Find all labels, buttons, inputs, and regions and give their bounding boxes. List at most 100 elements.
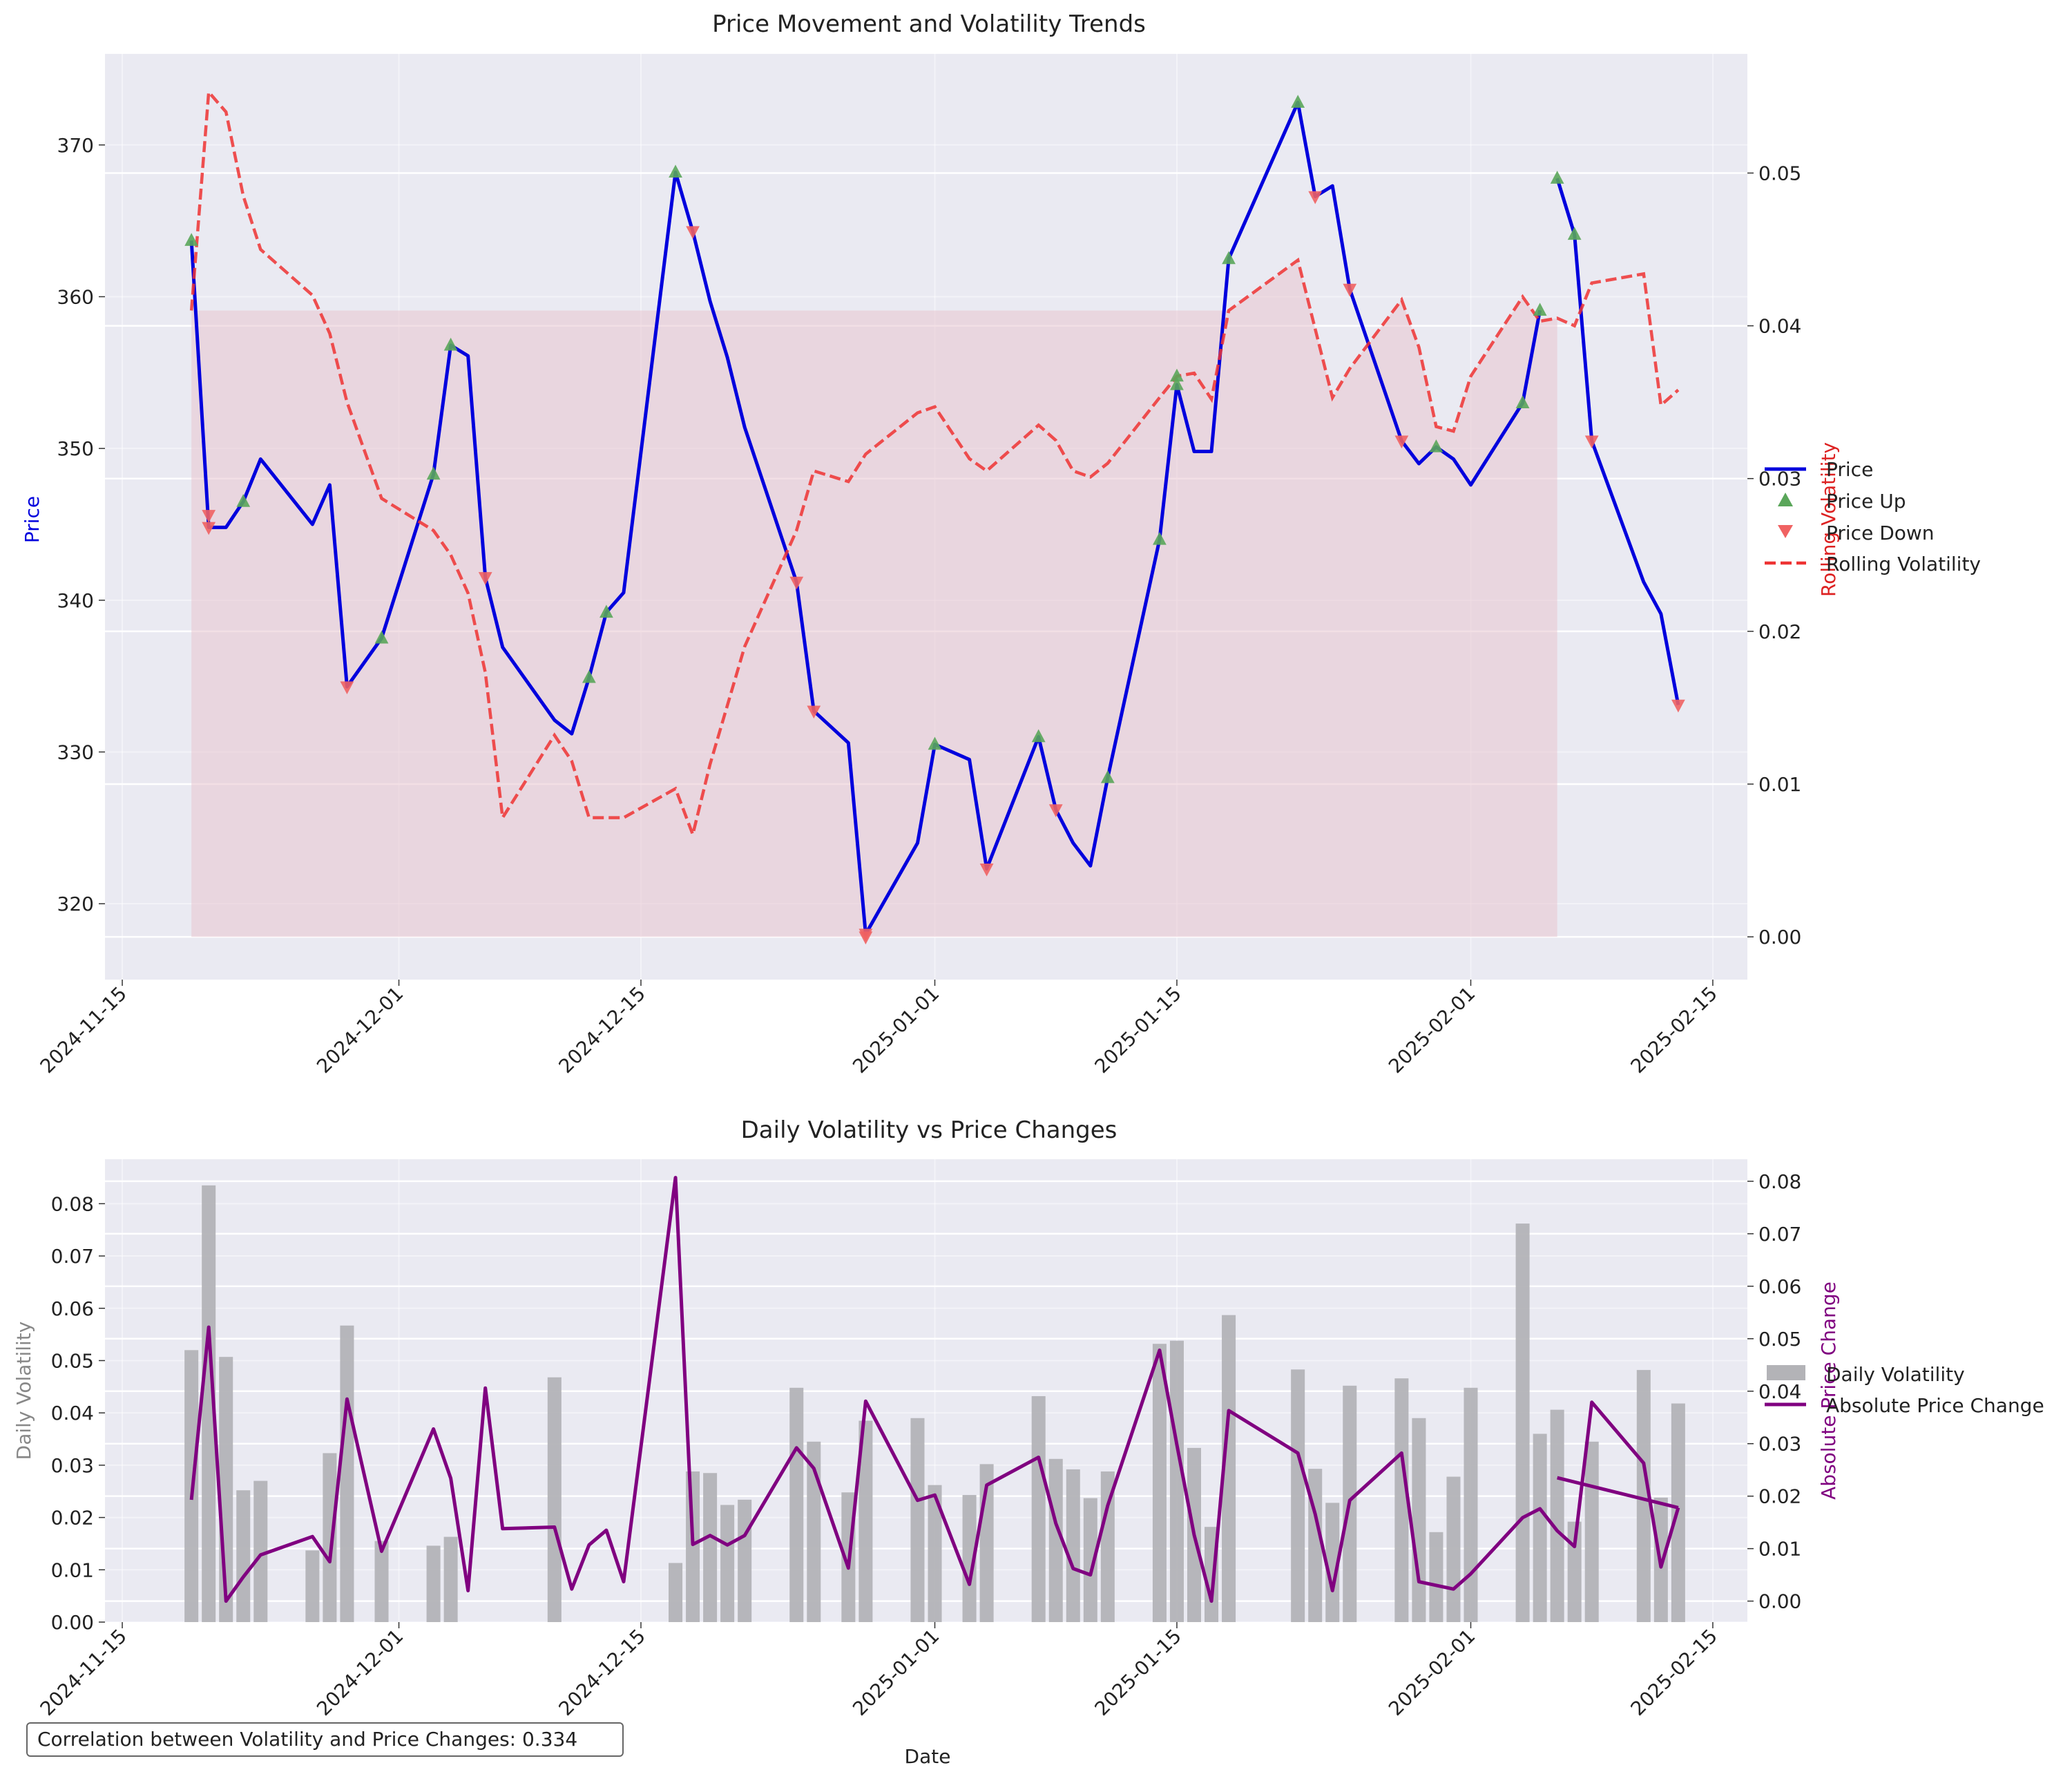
daily-volatility-bar (738, 1499, 752, 1622)
daily-volatility-bar (253, 1480, 268, 1622)
price-x-ticks: 2024-11-15 2024-12-01 2024-12-15 2025-01-01… (36, 980, 1722, 1078)
rolling-down-marker (202, 510, 216, 523)
rolling-down-marker (858, 931, 873, 945)
daily-volatility-bar (443, 1536, 458, 1622)
price-legend: Price Price Up Price Down Rolling Volati… (1765, 458, 1981, 575)
daily-volatility-bar (807, 1441, 821, 1622)
daily-volatility-bar (547, 1377, 562, 1622)
abs-change-tick-label: 0.08 (1758, 1170, 1801, 1193)
volatility-y-axis-label: Daily Volatility (12, 1322, 35, 1460)
abs-change-tick-label: 0.07 (1758, 1223, 1801, 1246)
price-down-marker (807, 705, 821, 719)
daily-volatility-bar (426, 1545, 441, 1622)
daily-volatility-bar (236, 1490, 251, 1622)
price-tick-label: 330 (57, 741, 94, 763)
daily-volatility-bar (910, 1418, 925, 1622)
rolling-volatility-tick-label: 0.02 (1758, 620, 1801, 643)
x-tick-label: 2024-12-01 (312, 1625, 407, 1720)
price-up-marker (582, 669, 596, 683)
rolling-volatility-tick-label: 0.01 (1758, 773, 1801, 796)
absolute-price-change-segment (189, 1176, 1680, 1603)
price-chart: Price Movement and Volatility Trends 320… (21, 10, 1981, 1078)
abs-change-tick-label: 0.03 (1758, 1433, 1801, 1456)
rolling-volatility-tick-label: 0.04 (1758, 315, 1801, 338)
daily-volatility-bar (1100, 1471, 1115, 1622)
abs-change-tick-label: 0.05 (1758, 1328, 1801, 1351)
x-tick-label: 2025-02-01 (1384, 1625, 1479, 1720)
daily-volatility-bar (1567, 1521, 1582, 1622)
volatility-tick-label: 0.03 (51, 1454, 94, 1477)
daily-volatility-bar (686, 1471, 700, 1622)
volatility-tick-label: 0.05 (51, 1349, 94, 1372)
price-up-marker (1170, 377, 1184, 390)
price-up-marker (669, 164, 682, 178)
price-up-marker (1515, 395, 1530, 408)
price-up-marker (1100, 770, 1115, 783)
price-down-marker (1671, 699, 1685, 713)
daily-volatility-bar (323, 1453, 337, 1622)
absolute-price-change-segment (1557, 1476, 1679, 1509)
price-up-markers (184, 95, 1582, 783)
price-up-marker (1533, 303, 1547, 316)
price-tick-label: 340 (57, 589, 94, 612)
daily-volatility-bar (928, 1485, 942, 1622)
price-up-marker (599, 604, 613, 618)
x-tick-label: 2024-11-15 (36, 1625, 131, 1720)
daily-volatility-bar (1394, 1378, 1409, 1622)
legend-up-swatch (1778, 493, 1793, 506)
abs-change-tick-label: 0.04 (1758, 1380, 1801, 1403)
price-down-marker (1343, 283, 1357, 297)
x-tick-label: 2024-12-01 (312, 982, 407, 1078)
x-tick-label: 2024-12-15 (555, 1625, 650, 1720)
daily-volatility-bar (1636, 1370, 1651, 1622)
price-up-marker (374, 630, 389, 644)
price-down-marker (202, 522, 216, 535)
daily-volatility-bars (184, 1185, 1685, 1622)
daily-volatility-bar (1412, 1418, 1426, 1622)
daily-volatility-bar (1066, 1469, 1080, 1622)
daily-volatility-bar (374, 1541, 389, 1622)
price-y-ticks: 320 330 340 350 360 370 (57, 134, 105, 915)
price-down-marker (1308, 191, 1323, 204)
abs-change-tick-label: 0.00 (1758, 1590, 1801, 1613)
price-up-marker (1153, 531, 1167, 545)
volatility-y-ticks: 0.00 0.01 0.02 0.03 0.04 0.05 0.06 0.07 0.08 (51, 1192, 105, 1634)
x-tick-label: 2025-01-01 (848, 982, 943, 1078)
price-down-marker (789, 576, 804, 590)
daily-volatility-bar (1515, 1223, 1530, 1622)
price-down-marker (340, 681, 354, 695)
price-up-marker (1429, 439, 1443, 452)
legend-rolling-label: Rolling Volatility (1826, 553, 1981, 575)
volatility-tick-label: 0.01 (51, 1559, 94, 1581)
volatility-tick-label: 0.04 (51, 1402, 94, 1425)
daily-volatility-bar (1533, 1433, 1547, 1622)
daily-volatility-bar (1083, 1498, 1097, 1622)
price-up-marker (1567, 227, 1582, 240)
correlation-annotation: Correlation between Volatility and Price… (26, 1722, 624, 1757)
daily-volatility-bar (789, 1387, 804, 1622)
rolling-volatility-tick-label: 0.05 (1758, 162, 1801, 184)
abs-change-ticks: 0.00 0.01 0.02 0.03 0.04 0.05 0.06 0.07 0.08 (1747, 1170, 1801, 1613)
abs-change-axis-label: Absolute Price Change (1817, 1282, 1840, 1500)
price-up-marker (1222, 251, 1236, 265)
daily-volatility-bar (1031, 1395, 1046, 1622)
price-down-marker (979, 863, 994, 877)
price-tick-label: 370 (57, 134, 94, 157)
legend-up-label: Price Up (1826, 490, 1906, 513)
daily-volatility-bar (1464, 1387, 1478, 1622)
price-chart-title: Price Movement and Volatility Trends (712, 10, 1146, 38)
daily-volatility-bar (1429, 1532, 1443, 1622)
legend-down-label: Price Down (1826, 522, 1935, 544)
daily-volatility-bar (1048, 1458, 1063, 1622)
price-up-marker (443, 337, 458, 351)
volatility-tick-label: 0.06 (51, 1297, 94, 1320)
x-tick-label: 2025-02-15 (1626, 1625, 1721, 1720)
x-tick-label: 2024-12-15 (555, 982, 650, 1078)
daily-volatility-bar (1169, 1340, 1184, 1622)
x-tick-label: 2024-11-15 (36, 982, 131, 1078)
price-down-markers (202, 191, 1685, 945)
daily-volatility-bar (703, 1473, 718, 1622)
legend-daily-volatility-swatch (1767, 1365, 1805, 1380)
x-tick-label: 2025-02-15 (1626, 982, 1721, 1078)
volatility-tick-label: 0.00 (51, 1611, 94, 1634)
